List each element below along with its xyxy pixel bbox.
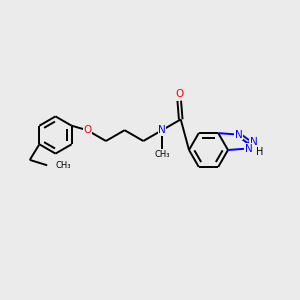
Text: O: O: [175, 89, 183, 99]
Text: N: N: [235, 130, 242, 140]
Text: N: N: [158, 125, 166, 135]
Text: N: N: [244, 143, 252, 154]
Text: CH₃: CH₃: [56, 161, 71, 170]
Text: O: O: [83, 125, 91, 135]
Text: H: H: [256, 147, 263, 157]
Text: N: N: [250, 136, 257, 147]
Text: CH₃: CH₃: [154, 150, 170, 159]
